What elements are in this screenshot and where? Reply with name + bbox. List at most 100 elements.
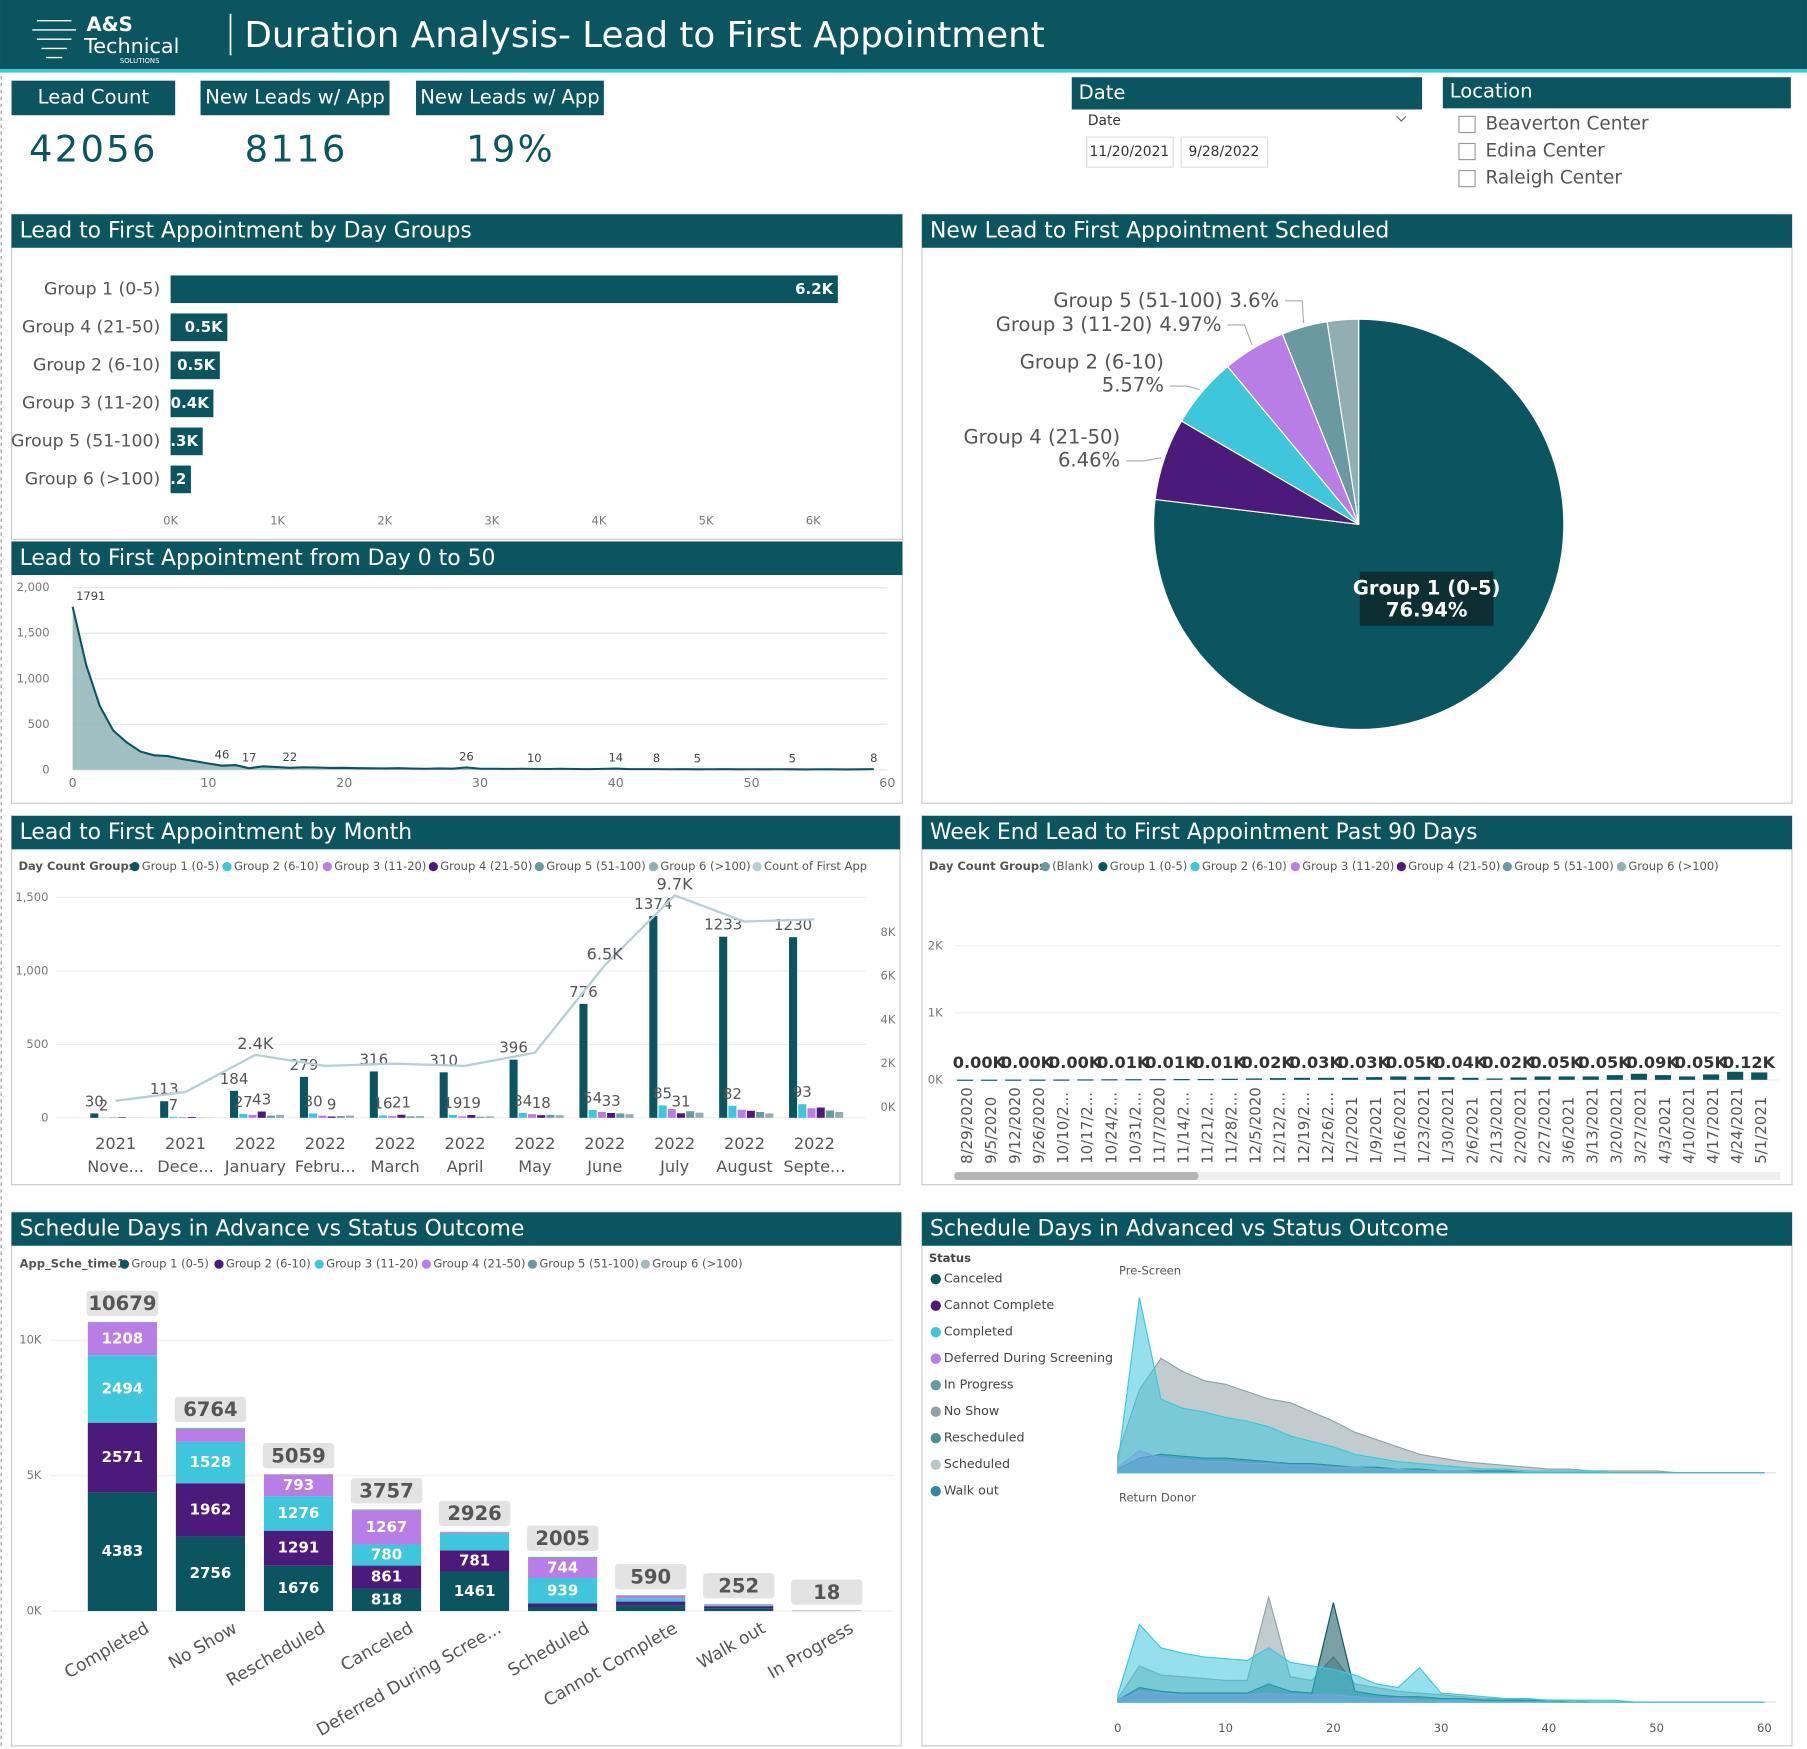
category-label: Group 2 (6-10) bbox=[33, 355, 160, 375]
bar-segment bbox=[263, 1565, 334, 1612]
total-label-box bbox=[526, 1525, 599, 1551]
bar-segment bbox=[616, 1595, 686, 1599]
bar bbox=[345, 1115, 355, 1118]
legend-swatch bbox=[214, 1259, 224, 1269]
bar bbox=[1414, 1076, 1431, 1080]
x-tick-label: April bbox=[447, 1157, 484, 1176]
checkbox[interactable] bbox=[1458, 169, 1476, 188]
bar-segment bbox=[528, 1606, 598, 1612]
density-area bbox=[1117, 1297, 1765, 1474]
x-tick-label: 60 bbox=[879, 775, 895, 790]
bar bbox=[835, 1111, 844, 1118]
bar-segment bbox=[440, 1532, 510, 1534]
bar bbox=[406, 1116, 415, 1118]
x-tick-label: 2022 bbox=[794, 1134, 835, 1153]
bar-segment bbox=[263, 1496, 334, 1531]
category-label: Group 5 (51-100) bbox=[11, 431, 160, 451]
bar bbox=[169, 1116, 178, 1118]
segment-label: 1676 bbox=[278, 1579, 320, 1597]
location-option: Beaverton Center bbox=[1485, 113, 1649, 134]
bar bbox=[1197, 1078, 1214, 1081]
y-tick-label: 1,500 bbox=[17, 626, 50, 640]
bar-segment bbox=[528, 1557, 598, 1579]
bar bbox=[1558, 1076, 1575, 1080]
bar bbox=[1486, 1078, 1503, 1080]
bar bbox=[1438, 1077, 1455, 1080]
bar bbox=[187, 1116, 196, 1118]
bar bbox=[957, 1079, 974, 1081]
data-label: 21 bbox=[392, 1094, 411, 1112]
header-bar bbox=[0, 0, 1807, 70]
data-label: 27 bbox=[234, 1093, 253, 1111]
x-tick-label: 1K bbox=[270, 513, 285, 527]
slicer-chevron[interactable] bbox=[1396, 115, 1407, 122]
page-title: Duration Analysis- Lead to First Appoint… bbox=[244, 15, 1044, 56]
segment-label: 861 bbox=[371, 1568, 402, 1586]
kpi-label-box bbox=[11, 80, 176, 116]
pie-slice bbox=[1152, 318, 1565, 730]
bar bbox=[230, 1090, 239, 1118]
bar bbox=[476, 1116, 485, 1118]
bar bbox=[160, 1101, 169, 1118]
x-tick-label: 2022 bbox=[444, 1134, 485, 1153]
x-tick-label: 2022 bbox=[305, 1134, 346, 1153]
y-tick-label: 0K bbox=[928, 1072, 943, 1086]
bar bbox=[509, 1059, 518, 1118]
total-label: 18 bbox=[813, 1581, 840, 1604]
legend-title: Day Count Groups bbox=[929, 859, 1046, 873]
y-tick-label: 500 bbox=[26, 1037, 48, 1051]
data-label: 34 bbox=[513, 1092, 532, 1110]
bar bbox=[1678, 1076, 1696, 1080]
bar bbox=[1727, 1071, 1744, 1080]
date-input[interactable] bbox=[1180, 136, 1269, 168]
legend-label: Group 3 (11-20) bbox=[326, 1257, 418, 1271]
bar bbox=[737, 1109, 746, 1118]
panel-title: Schedule Days in Advanced vs Status Outc… bbox=[930, 1217, 1449, 1242]
data-label: 82 bbox=[723, 1085, 742, 1103]
header-accent bbox=[0, 69, 1807, 73]
x-tick-label: 0 bbox=[69, 775, 77, 790]
slicer-header bbox=[1071, 77, 1423, 110]
data-label: 0.5K bbox=[177, 356, 217, 374]
legend-label: Group 5 (51-100) bbox=[546, 859, 645, 873]
legend-swatch bbox=[1502, 861, 1512, 872]
scrollbar-thumb[interactable] bbox=[954, 1171, 1199, 1181]
data-label: 7 bbox=[169, 1096, 179, 1114]
pie-label: Group 5 (51-100) 3.6% bbox=[1053, 288, 1279, 311]
category-label: Group 1 (0-5) bbox=[44, 279, 160, 299]
scrollbar-track[interactable] bbox=[954, 1171, 1781, 1181]
x-tick-label: 3/6/2021 bbox=[1560, 1097, 1578, 1164]
pie-slice bbox=[1326, 318, 1360, 525]
bar bbox=[439, 1072, 448, 1118]
bar bbox=[397, 1114, 406, 1118]
legend-label: Walk out bbox=[944, 1483, 999, 1498]
line-label: 6.5K bbox=[587, 944, 624, 963]
bar bbox=[756, 1111, 765, 1118]
checkbox[interactable] bbox=[1458, 142, 1476, 161]
bar bbox=[816, 1107, 825, 1118]
checkbox[interactable] bbox=[1458, 115, 1476, 134]
bar bbox=[1390, 1076, 1407, 1080]
bar bbox=[1751, 1072, 1768, 1080]
legend-label: Group 5 (51-100) bbox=[1514, 859, 1613, 873]
bar bbox=[1606, 1075, 1623, 1080]
data-label: 10 bbox=[527, 751, 542, 765]
data-label: 0.01K bbox=[1097, 1053, 1150, 1072]
data-label: 0.00K bbox=[1049, 1053, 1102, 1072]
date-input[interactable] bbox=[1086, 136, 1174, 168]
data-label: 16 bbox=[374, 1094, 393, 1112]
bar-segment bbox=[351, 1565, 422, 1589]
x-tick-label: 10/17/2... bbox=[1078, 1092, 1096, 1164]
data-label: 0.05K bbox=[1530, 1053, 1583, 1072]
bar bbox=[1582, 1076, 1599, 1080]
legend-swatch bbox=[640, 1259, 650, 1269]
data-label: 31 bbox=[671, 1092, 690, 1110]
data-label: 30 bbox=[304, 1092, 323, 1110]
leader-line bbox=[1284, 300, 1305, 324]
kpi-value: 19% bbox=[466, 127, 555, 170]
bar bbox=[485, 1116, 494, 1118]
legend-swatch bbox=[222, 861, 232, 872]
segment-label: 1528 bbox=[190, 1453, 232, 1471]
bar bbox=[178, 1117, 187, 1118]
legend-swatch bbox=[1396, 861, 1406, 872]
